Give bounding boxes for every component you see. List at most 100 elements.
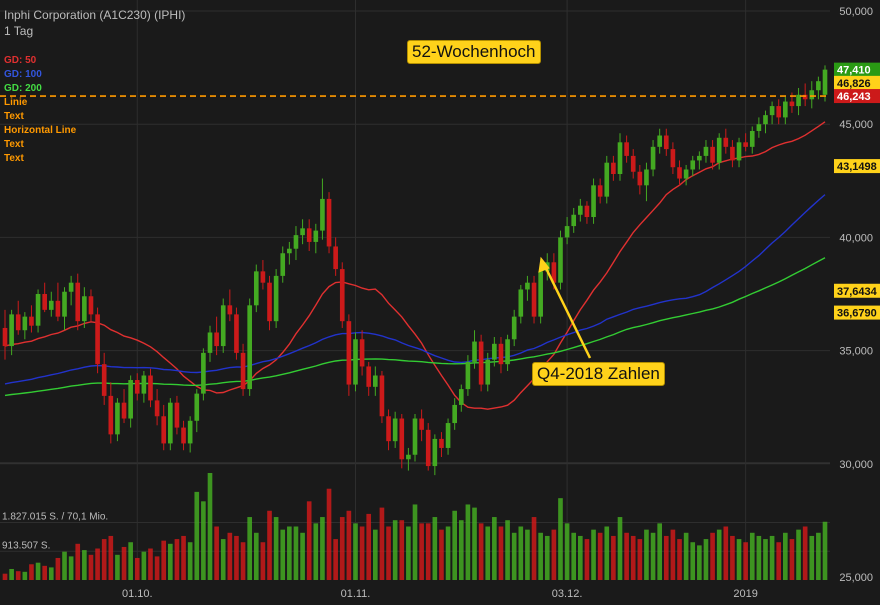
legend-item: GD: 50: [4, 55, 37, 66]
volume-bar: [161, 540, 167, 580]
candle-body: [62, 291, 67, 317]
volume-bar: [207, 472, 213, 580]
indicator-legend: GD: 50 GD: 100 GD: 200 Linie Text Horizontal …: [4, 54, 76, 166]
candle-body: [657, 135, 662, 147]
timeframe-label: 1 Tag: [4, 24, 34, 38]
candle-body: [273, 275, 279, 322]
volume-bar: [353, 523, 358, 580]
candle-body: [531, 282, 537, 317]
volume-bar: [326, 488, 332, 580]
volume-bar: [617, 517, 623, 580]
candle-body: [115, 402, 120, 435]
volume-bar: [214, 526, 219, 580]
price-badge-label: 47,410: [837, 65, 871, 77]
candle-body: [42, 294, 47, 310]
volume-bar: [280, 529, 286, 580]
volume-bar: [670, 529, 676, 580]
volume-bar: [465, 504, 471, 580]
candle-body: [108, 395, 114, 435]
volume-bar: [406, 526, 411, 580]
volume-bar: [630, 535, 636, 580]
volume-bar: [293, 526, 299, 580]
candle-body: [9, 314, 14, 347]
volume-bar: [789, 539, 795, 580]
volume-bar: [571, 532, 577, 580]
volume-bar: [42, 565, 47, 580]
candle-body: [240, 352, 246, 390]
volume-bar: [531, 517, 537, 580]
candle-body: [756, 124, 762, 131]
candle-body: [15, 314, 21, 331]
candle-body: [518, 289, 524, 317]
candle-body: [703, 146, 709, 156]
price-tick-label: 35,000: [839, 346, 873, 358]
legend-item: Horizontal Line: [4, 125, 77, 136]
candle-body: [617, 142, 623, 175]
candle-body: [306, 228, 312, 242]
volume-bar: [82, 550, 87, 580]
volume-bar: [412, 504, 418, 580]
volume-bar: [736, 539, 742, 580]
candle-body: [207, 332, 213, 353]
volume-bar: [657, 523, 662, 580]
candle-body: [796, 94, 801, 107]
candle-body: [551, 262, 557, 283]
candle-body: [697, 155, 702, 161]
volume-bar: [650, 532, 656, 580]
volume-bar: [267, 510, 272, 580]
volume-bar: [458, 520, 464, 580]
candle-body: [134, 380, 140, 394]
candle-body: [472, 341, 477, 362]
price-tick-label: 45,000: [839, 119, 873, 131]
volume-bar: [584, 539, 590, 580]
volume-bar: [339, 517, 345, 580]
volume-bar: [723, 526, 729, 580]
price-badge-label: 46,243: [837, 91, 871, 103]
price-badge: [834, 283, 880, 298]
candle-body: [485, 359, 491, 385]
candle-body: [816, 81, 821, 91]
volume-bar: [320, 517, 325, 580]
candle-body: [769, 106, 775, 116]
volume-bar: [802, 526, 808, 580]
candle-body: [736, 142, 742, 161]
volume-axis-label: 1.827.015 S. / 70,1 Mio.: [2, 512, 108, 523]
volume-bar: [333, 539, 338, 580]
legend-item: GD: 200: [4, 83, 42, 94]
volume-bar: [591, 529, 596, 580]
candle-body: [445, 423, 451, 448]
candle-body: [181, 427, 186, 444]
candle-body: [763, 115, 768, 125]
volume-bar: [373, 529, 378, 580]
volume-bar: [644, 529, 649, 580]
volume-bar: [663, 535, 669, 580]
price-badge-label: 37,6434: [837, 286, 878, 298]
candle-body: [644, 169, 649, 186]
volume-bar: [452, 510, 457, 580]
candle-body: [220, 305, 226, 347]
volume-bar: [710, 532, 715, 580]
candle-body: [663, 135, 669, 150]
volume-bar: [472, 507, 477, 580]
volume-bar: [148, 548, 153, 580]
date-tick-label: 03.12.: [552, 588, 583, 600]
candle-body: [584, 205, 590, 218]
volume-bar: [816, 532, 821, 580]
price-badge: [834, 62, 880, 77]
candle-body: [670, 149, 676, 168]
volume-bar: [253, 532, 259, 580]
volume-bar: [564, 523, 570, 580]
volume-bar: [48, 567, 54, 580]
volume-bar: [683, 532, 689, 580]
candle-body: [88, 296, 94, 315]
candle-body: [611, 162, 616, 175]
candle-body: [359, 339, 365, 367]
volume-bar: [511, 532, 517, 580]
volume-axis-label: 913.507 S.: [2, 540, 50, 551]
volume-bar: [492, 517, 497, 580]
volume-bar: [134, 557, 140, 580]
volume-bar: [287, 526, 292, 580]
